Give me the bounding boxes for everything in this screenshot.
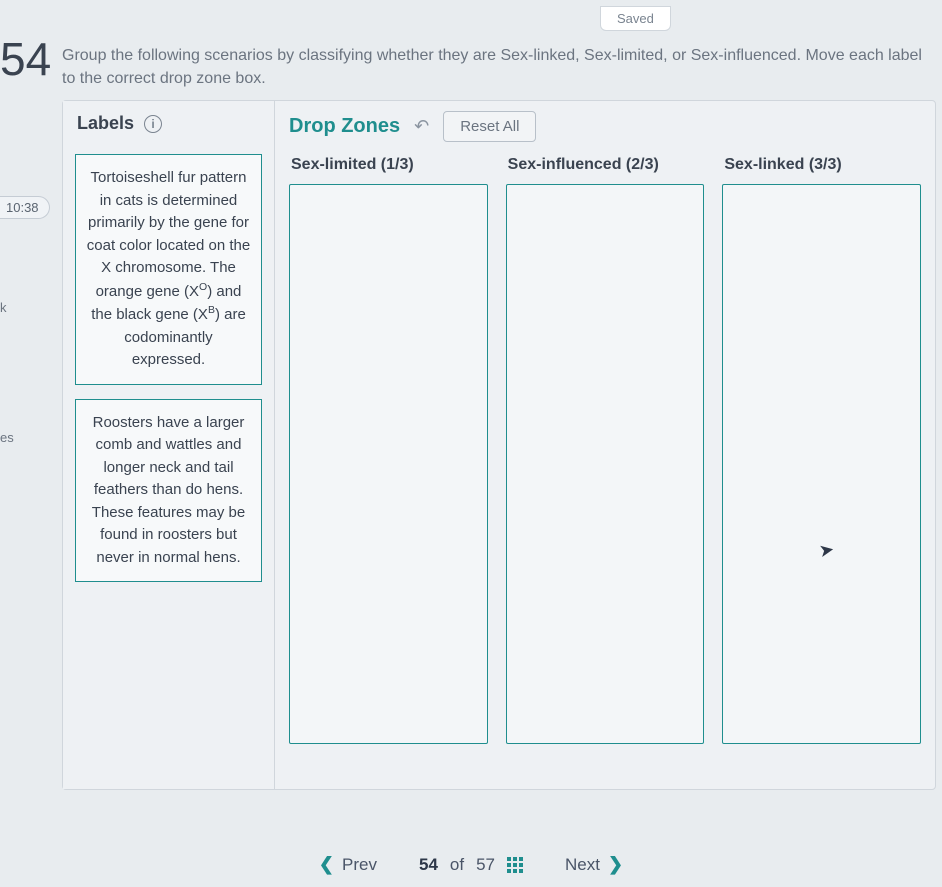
labels-column: Labels i Tortoiseshell fur pattern in ca… [63,101,275,789]
label-card[interactable]: Roosters have a larger comb and wattles … [75,399,262,583]
timer-pill: 10:38 [0,196,50,219]
sidebar-fragment-es: es [0,430,14,445]
left-rail: 54 10:38 k es [0,0,44,887]
dropzone-title: Sex-limited (1/3) [289,156,488,174]
dropzones-title: Drop Zones [289,115,400,138]
dropzone-box[interactable] [289,184,488,744]
reset-all-button[interactable]: Reset All [443,111,536,142]
prev-button[interactable]: ❮ Prev [319,854,377,875]
grid-icon[interactable] [507,857,523,873]
page-indicator[interactable]: 54 of 57 [419,855,523,875]
labels-title: Labels [77,113,134,134]
labels-header: Labels i [63,101,274,144]
drag-drop-panel: Labels i Tortoiseshell fur pattern in ca… [62,100,936,790]
next-label: Next [565,855,600,875]
current-page: 54 [419,855,438,875]
info-icon[interactable]: i [144,115,162,133]
dropzones-column: Drop Zones ↶ Reset All Sex-limited (1/3)… [275,101,935,789]
dropzone-sex-linked: Sex-linked (3/3) [722,156,921,744]
dropzone-title: Sex-linked (3/3) [722,156,921,174]
dropzone-sex-influenced: Sex-influenced (2/3) [506,156,705,744]
main-content: Group the following scenarios by classif… [62,44,936,790]
dropzone-title: Sex-influenced (2/3) [506,156,705,174]
of-label: of [450,855,464,875]
chevron-left-icon: ❮ [319,854,334,875]
question-instructions: Group the following scenarios by classif… [62,44,936,90]
question-number: 54 [0,32,51,86]
chevron-right-icon: ❯ [608,854,623,875]
dropzones-header: Drop Zones ↶ Reset All [289,111,921,142]
next-button[interactable]: Next ❯ [565,854,623,875]
dropzone-sex-limited: Sex-limited (1/3) [289,156,488,744]
total-pages: 57 [476,855,495,875]
dropzones-grid: Sex-limited (1/3) Sex-influenced (2/3) S… [289,156,921,744]
dropzone-box[interactable] [722,184,921,744]
saved-status-badge: Saved [600,6,671,31]
cursor-icon: ➤ [817,539,836,562]
pagination-bar: ❮ Prev 54 of 57 Next ❯ [0,854,942,875]
dropzone-box[interactable] [506,184,705,744]
prev-label: Prev [342,855,377,875]
undo-icon[interactable]: ↶ [414,116,429,137]
sidebar-fragment-k: k [0,300,7,315]
label-card[interactable]: Tortoiseshell fur pattern in cats is det… [75,154,262,385]
